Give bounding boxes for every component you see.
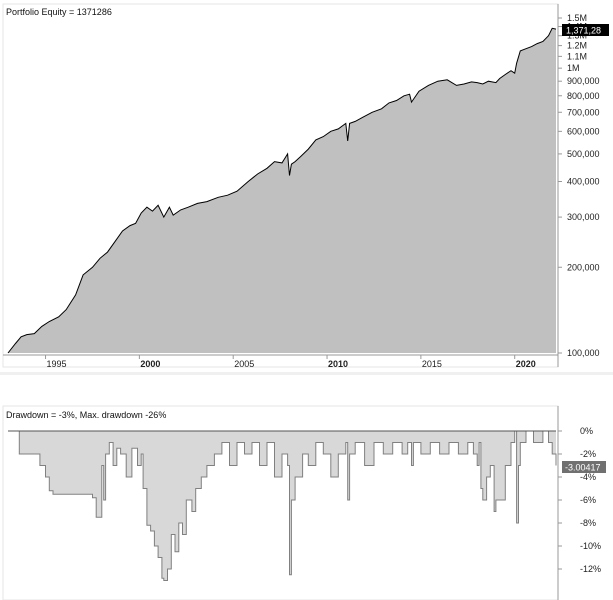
drawdown-last-value: -3.00417 (565, 463, 601, 473)
drawdown-last-value-rect (562, 461, 606, 473)
dd-y-tick-label: -12% (580, 564, 601, 574)
x-tick-label: 2015 (422, 359, 442, 369)
y-tick-label: 800,000 (567, 91, 600, 101)
equity-area (8, 28, 556, 354)
y-tick-label: 600,000 (567, 126, 600, 136)
equity-x-ticks: 1995 2000 2005 2010 2015 2020 (45, 355, 536, 369)
drawdown-marks (8, 430, 557, 581)
drawdown-line (8, 430, 557, 581)
y-tick-label: 400,000 (567, 177, 600, 187)
equity-line (7, 27, 557, 354)
y-tick-label: 700,000 (567, 107, 600, 117)
dd-y-tick-label: 0% (580, 426, 593, 436)
x-tick-label: 2020 (516, 359, 536, 369)
panel-separator (0, 372, 613, 375)
y-tick-label: 1.2M (567, 41, 587, 51)
x-tick-label: 1995 (47, 359, 67, 369)
y-tick-label: 300,000 (567, 212, 600, 222)
y-tick-label: 1M (567, 63, 580, 73)
equity-last-value: 1,371,28 (566, 26, 601, 36)
dd-y-tick-label: -2% (580, 449, 596, 459)
drawdown-title: Drawdown = -3%, Max. drawdown -26% (6, 410, 166, 420)
dd-y-tick-label: -4% (580, 472, 596, 482)
y-tick-label: 500,000 (567, 149, 600, 159)
equity-last-value-rect (562, 24, 609, 36)
y-tick-label: 1.1M (567, 51, 587, 61)
x-tick-label: 2005 (234, 359, 254, 369)
drawdown-panel: 0% -2% -4% -6% -8% -10% -12% Drawdown = -3%, M… (2, 405, 606, 600)
drawdown-y-ticks: 0% -2% -4% -6% -8% -10% -12% (558, 426, 601, 574)
equity-marks (7, 27, 557, 354)
y-tick-label: 1.5M (567, 13, 587, 23)
dd-y-tick-label: -8% (580, 518, 596, 528)
drawdown-area (8, 431, 556, 581)
y-tick-label: 200,000 (567, 262, 600, 272)
equity-title: Portfolio Equity = 1371286 (6, 7, 112, 17)
x-tick-label: 2010 (328, 359, 348, 369)
x-tick-label: 2000 (140, 359, 160, 369)
equity-y-ticks: 1.5M1.4M1.3M1.2M1.1M1M900,000800,000700,… (558, 13, 600, 358)
equity-last-value-box: 1,371,28 (562, 24, 609, 36)
y-tick-label: 900,000 (567, 76, 600, 86)
dd-y-tick-label: -6% (580, 495, 596, 505)
dd-y-tick-label: -10% (580, 541, 601, 551)
y-tick-label: 100,000 (567, 348, 600, 358)
drawdown-last-value-box: -3.00417 (562, 461, 606, 473)
